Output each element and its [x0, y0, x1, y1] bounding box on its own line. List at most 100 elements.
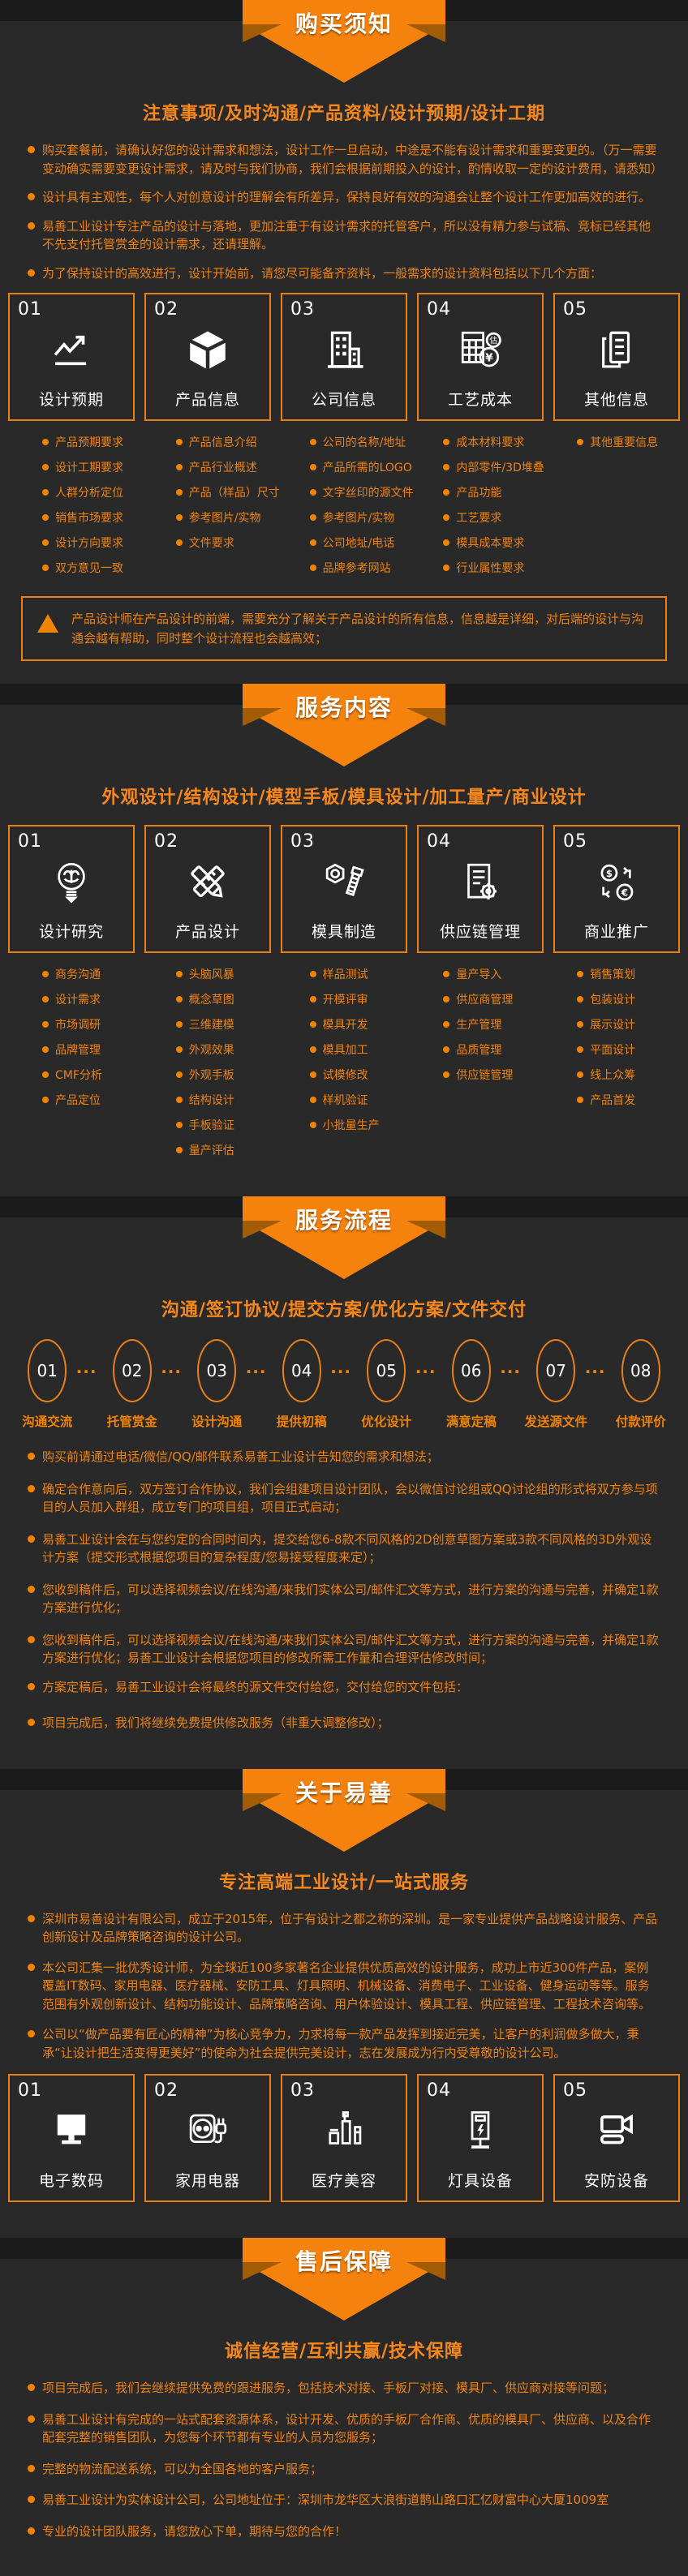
list-item: 小批量生产: [309, 1117, 411, 1133]
list-item-text: 展示设计: [590, 1019, 636, 1032]
step-circle: 04: [282, 1339, 321, 1402]
list-item: 参考图片/实物: [309, 509, 411, 526]
bullet-dot-icon: [42, 539, 49, 546]
bullet-dot-icon: [28, 1635, 35, 1643]
warning-triangle-icon: [37, 614, 58, 633]
step-label: 发送源文件: [524, 1415, 587, 1429]
list-item: 商务沟通: [42, 966, 144, 982]
list-item-text: 开模评审: [322, 994, 368, 1007]
bullet-dot-icon: [42, 1021, 49, 1028]
bullet-text: 易善工业设计会在与您约定的合同时间内，提交给您6-8款不同风格的2D创意草图方案…: [42, 1531, 652, 1565]
box-number: 03: [290, 299, 315, 320]
step-number: 02: [122, 1361, 143, 1380]
list-item: 产品行业概述: [175, 459, 277, 475]
box-process-cost: 04 ¥ 估 工艺成本: [417, 293, 544, 421]
bullet-dot-icon: [28, 2527, 35, 2535]
list-item-text: 设计方向要求: [55, 537, 123, 550]
bullet-text: 项目完成后，我们将继续免费提供修改服务（非重大调整修改）；: [42, 1715, 389, 1730]
list-item-text: 产品（样品）尺寸: [188, 487, 280, 500]
bullet-text: 易善工业设计为实体设计公司，公司地址位于：深圳市龙华区大浪街道鹊山路口汇亿财富中…: [42, 2492, 609, 2507]
bullet-dot-icon: [42, 464, 49, 470]
bullet-dot-icon: [28, 1535, 35, 1543]
section-heading: 外观设计/结构设计/模型手板/模具设计/加工量产/商业设计: [101, 788, 587, 808]
bullet-dot-icon: [309, 1097, 316, 1103]
box-label: 电子数码: [38, 2172, 104, 2190]
list-item: 双方意见一致: [42, 560, 144, 576]
box-number: 02: [154, 831, 178, 852]
box-product-info: 02 产品信息: [144, 293, 271, 421]
bullet-dot-icon: [309, 1021, 316, 1028]
step-circle: 01: [28, 1339, 67, 1402]
step-number: 04: [291, 1361, 312, 1380]
step-label: 设计沟通: [191, 1415, 243, 1429]
list-item: 销售策划: [577, 966, 678, 982]
bullet-dot-icon: [175, 514, 183, 521]
bullet-dot-icon: [28, 193, 35, 200]
banner-title: 购买须知: [295, 11, 393, 37]
list-item-text: 参考图片/实物: [188, 512, 261, 525]
svg-text:€: €: [621, 887, 628, 898]
bullet-dot-icon: [443, 464, 450, 470]
list-item-text: 头脑风暴: [188, 968, 234, 981]
bullet-item: 易善工业设计专注产品的设计与落地，更加注重于有设计需求的托管客户，所以没有精力参…: [28, 217, 660, 254]
cube-icon: [146, 324, 269, 377]
bullet-dot-icon: [309, 971, 316, 977]
section-purchase-notice: 购买须知 注意事项/及时沟通/产品资料/设计预期/设计工期 购买套餐前，请确认好…: [0, 0, 688, 684]
list-item: 行业属性要求: [443, 560, 544, 576]
list-item: 生产管理: [443, 1016, 544, 1033]
step-circle: 02: [112, 1339, 152, 1402]
box-label: 设计研究: [38, 923, 104, 941]
bullet-dot-icon: [443, 996, 450, 1002]
cosmetics-icon: [282, 2105, 406, 2158]
step-circle: 07: [536, 1339, 576, 1402]
process-step: 07 发送源文件: [514, 1339, 605, 1430]
list-item-text: 设计需求: [55, 994, 101, 1007]
bullet-dot-icon: [309, 565, 316, 571]
ribbon: 服务流程: [243, 1196, 445, 1279]
banner-title: 服务流程: [295, 1207, 393, 1234]
list-item: 外观手板: [175, 1067, 277, 1083]
list-item-text: 外观效果: [188, 1044, 234, 1057]
notice-bullet-list: 购买套餐前，请确认好您的设计需求和想法，设计工作一旦启动，中途是不能有设计需求和…: [28, 141, 663, 282]
section-about: 关于易善 专注高端工业设计/一站式服务 深圳市易善设计有限公司，成立于2015年…: [0, 1768, 688, 2239]
bullet-text: 易善工业设计有完成的一站式配套资源体系，设计开发、优质的手板厂合作商、优质的模具…: [42, 2411, 651, 2445]
svg-text:¥: ¥: [485, 352, 493, 365]
bullet-dot-icon: [309, 464, 316, 470]
step-label: 付款评价: [615, 1415, 666, 1429]
column-company-info: 公司的名称/地址 产品所需的LOGO 文字丝印的源文件 参考图片/实物 公司地址/电话品…: [277, 434, 414, 585]
box-number: 01: [18, 2080, 42, 2101]
list-item-text: 文字丝印的源文件: [322, 487, 414, 500]
list-item: 产品定位: [42, 1092, 144, 1108]
box-mold-manufacturing: 03 模具制造: [281, 825, 407, 953]
banner-service-content: 服务内容: [0, 684, 688, 770]
bullet-dot-icon: [577, 1046, 584, 1053]
industry-boxes: 01 电子数码 02: [8, 2074, 680, 2202]
bullet-item: 您收到稿件后，可以选择视频会议/在线沟通/来我们实体公司/邮件汇文等方式，进行方…: [28, 1631, 660, 1668]
ribbon-fold-right: [406, 2262, 445, 2280]
bullet-dot-icon: [443, 1071, 450, 1078]
trend-chart-icon: [10, 324, 133, 377]
building-icon: [282, 324, 406, 377]
bullet-dot-icon: [28, 2415, 35, 2423]
list-item-text: 参考图片/实物: [322, 512, 395, 525]
bullet-dot-icon: [309, 489, 316, 496]
list-item-text: 样品测试: [322, 968, 368, 981]
list-item-text: 产品预期要求: [55, 436, 123, 449]
bullet-dot-icon: [42, 1046, 49, 1053]
list-item: 外观效果: [175, 1041, 277, 1058]
warning-text: 产品设计师在产品设计的前端，需要充分了解关于产品设计的所有信息，信息越是详细，对…: [71, 612, 644, 646]
list-item-text: 外观手板: [188, 1069, 234, 1082]
box-number: 04: [427, 2080, 451, 2101]
ribbon-bar: [243, 1196, 445, 1221]
list-item: 产品功能: [443, 484, 544, 500]
banner-purchase-notice: 购买须知: [0, 0, 688, 86]
box-number: 01: [18, 299, 42, 320]
ribbon-fold-left: [243, 1792, 282, 1811]
bullet-dot-icon: [309, 539, 316, 546]
bullet-dot-icon: [443, 971, 450, 977]
step-circle: 08: [621, 1339, 660, 1402]
column-mold-manufacturing: 样品测试 开模评审 模具开发 模具加工 试模修改 样机验证 小批量生产: [277, 966, 411, 1167]
banner-aftersale: 售后保障: [0, 2238, 688, 2324]
list-item-text: 人群分析定位: [55, 487, 123, 500]
